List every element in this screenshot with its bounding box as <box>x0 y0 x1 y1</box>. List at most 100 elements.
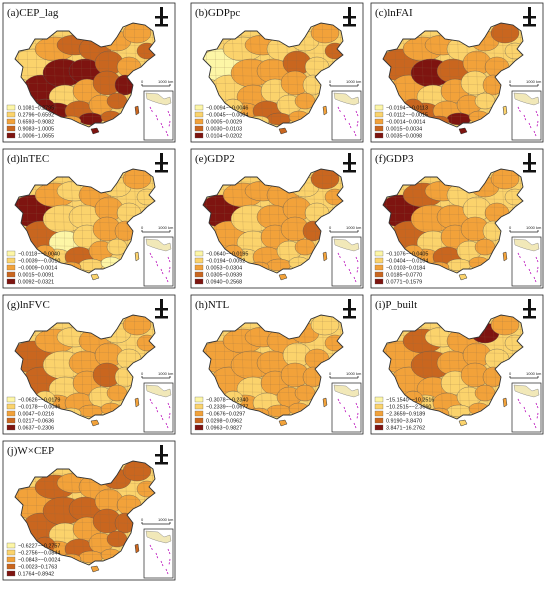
legend-swatch <box>374 417 384 424</box>
legend-item: −0.0014~0.0014 <box>374 118 425 126</box>
legend-label: −0.0640~−0.0195 <box>206 252 248 258</box>
north-arrow-icon <box>523 299 536 319</box>
legend-swatch <box>374 410 384 417</box>
scale-bar: 0 1000 km <box>509 371 542 379</box>
legend-label: 0.6593~0.9082 <box>18 120 54 126</box>
legend-item: −0.0112~−0.0015 <box>374 111 428 119</box>
legend-item: −0.2756~−0.0844 <box>6 549 60 557</box>
panel-title: (b)GDPpc <box>195 7 240 19</box>
legend-item: 0.9190~3.8470 <box>374 417 422 425</box>
legend-swatch <box>374 250 384 257</box>
legend: −0.0626~−0.0179−0.0178~−0.00460.0047~0.0… <box>6 396 60 432</box>
scale-label: 1000 km <box>526 225 542 230</box>
north-arrow-icon <box>155 299 168 319</box>
region-fill <box>310 23 340 44</box>
legend-item: −0.0676~0.0297 <box>194 410 245 418</box>
legend-swatch <box>6 278 16 285</box>
legend-item: 0.0185~0.0770 <box>374 271 422 279</box>
legend-swatch <box>6 250 16 257</box>
legend-item: 0.0015~0.0091 <box>6 271 54 279</box>
legend-swatch <box>194 417 204 424</box>
legend-swatch <box>6 396 16 403</box>
south-china-sea-inset <box>511 382 542 433</box>
legend-label: 3.8471~16.2762 <box>386 426 425 432</box>
legend-swatch <box>374 118 384 125</box>
region-fill <box>122 315 152 336</box>
legend-swatch <box>6 111 16 118</box>
legend-label: −0.0009~0.0014 <box>18 266 57 272</box>
scale-label: 1000 km <box>158 225 174 230</box>
north-arrow-icon <box>523 153 536 173</box>
legend: −15.1540~−10.2516−10.2515~−2.3660−2.3659… <box>374 396 434 432</box>
legend-swatch <box>374 396 384 403</box>
legend-label: 0.0637~0.2306 <box>18 426 54 432</box>
legend-item: 0.0030~0.0103 <box>194 125 242 133</box>
south-china-sea-inset <box>331 90 362 141</box>
legend-label: −0.2756~−0.0844 <box>18 551 60 557</box>
legend-swatch <box>194 278 204 285</box>
legend-label: 0.0305~0.0939 <box>206 273 242 279</box>
legend-swatch <box>194 264 204 271</box>
legend-label: −0.0404~−0.0104 <box>386 259 428 265</box>
legend: −0.0094~−0.0046−0.0045~−0.00040.0005~0.0… <box>194 104 248 140</box>
legend-item: 1.0006~1.0655 <box>6 132 54 140</box>
panel-title: (d)lnTEC <box>7 153 49 165</box>
legend-item: −0.0039~−0.0010 <box>6 257 60 265</box>
legend-item: 0.1764~0.8942 <box>6 570 54 578</box>
legend-swatch <box>194 271 204 278</box>
legend-label: −0.0112~−0.0015 <box>386 113 428 119</box>
scale-zero: 0 <box>509 225 512 230</box>
scale-label: 1000 km <box>158 517 174 522</box>
legend-item: −0.0045~−0.0004 <box>194 111 248 119</box>
legend-label: −0.3078~−0.2340 <box>206 398 248 404</box>
legend-swatch <box>6 563 16 570</box>
legend-swatch <box>374 132 384 139</box>
legend-label: 0.0053~0.0304 <box>206 266 242 272</box>
legend-swatch <box>6 417 16 424</box>
legend-item: 0.0092~0.0321 <box>6 278 54 286</box>
legend-swatch <box>6 549 16 556</box>
south-china-sea-inset <box>511 236 542 287</box>
legend-label: −0.0626~−0.0179 <box>18 398 60 404</box>
panel-title: (g)lnFVC <box>7 299 50 311</box>
map-panel: (e)GDP2 0 1000 km −0.0640~−0.0195−0.0194~0.… <box>190 148 364 289</box>
legend-swatch <box>194 125 204 132</box>
north-arrow-icon <box>523 7 536 27</box>
legend-label: 0.9083~1.0005 <box>18 127 54 133</box>
region-fill <box>310 169 340 190</box>
scale-zero: 0 <box>509 79 512 84</box>
legend-swatch <box>374 257 384 264</box>
legend-item: −0.6227~−0.2757 <box>6 542 60 550</box>
region-fill <box>310 315 340 336</box>
legend-item: −0.0118~−0.0040 <box>6 250 60 258</box>
south-china-sea-inset <box>511 90 542 141</box>
legend-label: 1.0006~1.0655 <box>18 134 54 140</box>
legend-item: 0.0015~0.0034 <box>374 125 422 133</box>
legend-item: 0.0053~0.0304 <box>194 264 242 272</box>
north-arrow-icon <box>343 153 356 173</box>
legend-label: −0.2339~−0.0677 <box>206 405 248 411</box>
legend: −0.0640~−0.0195−0.0194~0.00520.0053~0.03… <box>194 250 248 286</box>
scale-bar: 0 1000 km <box>141 79 174 87</box>
legend-swatch <box>374 264 384 271</box>
legend: −0.6227~−0.2757−0.2756~−0.0844−0.0843~−0… <box>6 542 60 578</box>
legend: −0.1076~−0.0405−0.0404~−0.0104−0.0103~0.… <box>374 250 428 286</box>
legend-item: −0.0094~−0.0046 <box>194 104 248 112</box>
legend-item: −0.1076~−0.0405 <box>374 250 428 258</box>
legend: −0.3078~−0.2340−0.2339~−0.0677−0.0676~0.… <box>194 396 248 432</box>
china-map <box>14 460 156 573</box>
legend-item: −10.2515~−2.3660 <box>374 403 431 411</box>
panel-title: (i)P_built <box>375 299 417 311</box>
legend-label: 0.1764~0.8942 <box>18 572 54 578</box>
legend-swatch <box>374 125 384 132</box>
legend-label: −0.0045~−0.0004 <box>206 113 248 119</box>
legend-swatch <box>194 396 204 403</box>
legend-swatch <box>374 278 384 285</box>
legend-item: −0.0194~0.0052 <box>194 257 245 265</box>
north-arrow-icon <box>155 445 168 465</box>
legend-label: 0.0771~0.1579 <box>386 280 422 286</box>
legend-swatch <box>194 111 204 118</box>
china-map <box>14 168 156 281</box>
map-panel: (h)NTL 0 1000 km −0.3078~−0.2340−0.2339~−0.… <box>190 294 364 435</box>
